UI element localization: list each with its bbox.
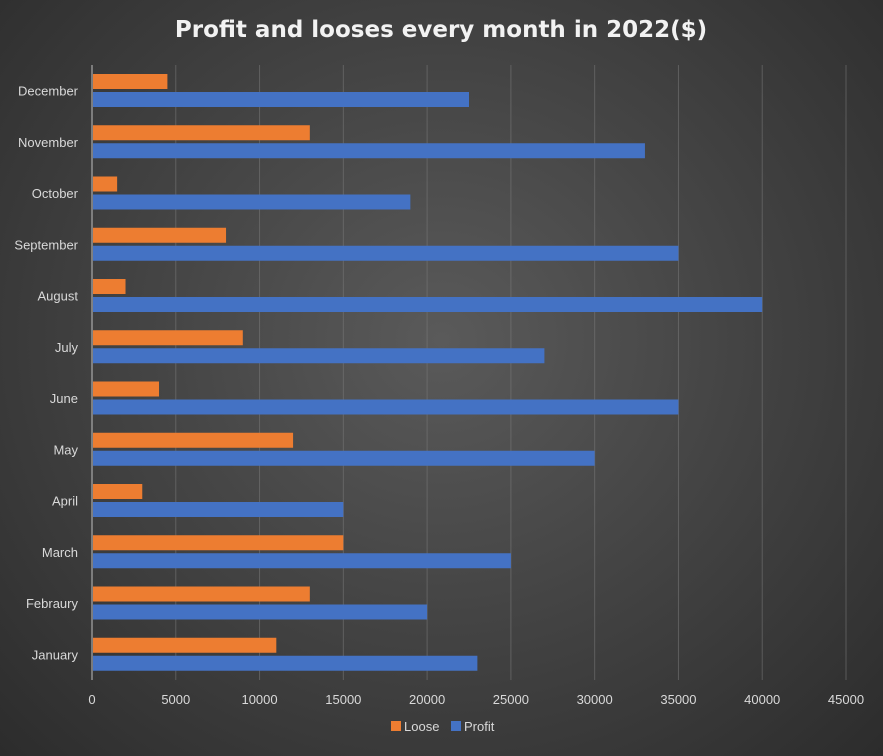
- x-tick-label: 10000: [241, 692, 277, 707]
- category-label: July: [55, 340, 79, 355]
- x-tick-label: 20000: [409, 692, 445, 707]
- bar-profit: [93, 604, 428, 620]
- x-tick-label: 25000: [493, 692, 529, 707]
- legend-swatch: [391, 721, 401, 731]
- bar-loose: [93, 637, 277, 653]
- bar-profit: [93, 245, 679, 261]
- bar-loose: [93, 176, 118, 192]
- bar-loose: [93, 535, 344, 551]
- x-tick-label: 30000: [577, 692, 613, 707]
- bar-profit: [93, 553, 511, 569]
- bar-profit: [93, 399, 679, 415]
- category-label: September: [14, 237, 78, 252]
- bar-loose: [93, 279, 126, 294]
- x-tick-label: 35000: [660, 692, 696, 707]
- bar-loose: [93, 484, 143, 499]
- legend-label: Loose: [404, 719, 439, 734]
- category-label: August: [38, 289, 79, 304]
- bar-profit: [93, 297, 763, 312]
- bar-profit: [93, 194, 411, 210]
- axes: 0 5000 10000 15000 20000 25000 30000 35000 40000…: [14, 65, 864, 707]
- x-tick-label: 15000: [325, 692, 361, 707]
- x-tick-label: 40000: [744, 692, 780, 707]
- category-label: November: [18, 135, 79, 150]
- category-label: March: [42, 545, 78, 560]
- bars: [93, 74, 763, 671]
- bar-profit: [93, 348, 545, 364]
- category-label: April: [52, 494, 78, 509]
- bar-loose: [93, 586, 310, 602]
- category-label: June: [50, 391, 78, 406]
- legend: Loose Profit: [391, 719, 495, 734]
- bar-profit: [93, 450, 595, 466]
- legend-swatch: [451, 721, 461, 731]
- category-label: May: [53, 442, 78, 457]
- bar-profit: [93, 92, 469, 107]
- category-label: December: [18, 84, 79, 99]
- bar-loose: [93, 432, 294, 448]
- category-label: Febraury: [26, 596, 79, 611]
- x-tick-label: 0: [88, 692, 95, 707]
- bar-loose: [93, 227, 227, 243]
- x-tick-label: 45000: [828, 692, 864, 707]
- bar-profit: [93, 143, 645, 159]
- category-label: January: [32, 647, 79, 662]
- bar-loose: [93, 125, 310, 141]
- category-label: October: [32, 186, 79, 201]
- legend-label: Profit: [464, 719, 495, 734]
- bar-loose: [93, 330, 243, 346]
- gridlines: [175, 65, 847, 680]
- bar-profit: [93, 502, 344, 517]
- bar-loose: [93, 381, 160, 397]
- bar-loose: [93, 74, 168, 89]
- bar-profit: [93, 655, 478, 671]
- chart-title: Profit and looses every month in 2022($): [175, 17, 707, 43]
- x-tick-label: 5000: [161, 692, 190, 707]
